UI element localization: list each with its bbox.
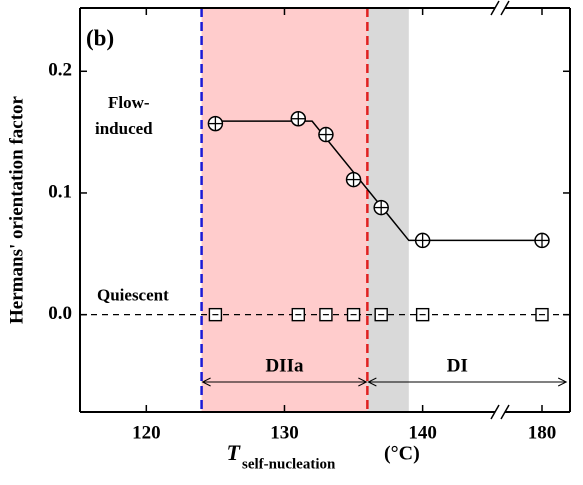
panel-label: (b): [86, 25, 114, 50]
x-tick-label: 180: [528, 422, 557, 443]
axis-break: [500, 0, 510, 16]
data-point: [534, 232, 550, 249]
x-tick-label: 120: [132, 422, 161, 443]
axis-break: [490, 0, 500, 16]
data-point: [535, 307, 549, 322]
y-tick-label: 0.1: [48, 181, 72, 202]
span-label: DIIa: [265, 355, 304, 376]
axis-break: [500, 404, 510, 420]
data-point: [374, 307, 388, 322]
y-tick-label: 0.2: [48, 60, 72, 81]
data-point: [291, 307, 305, 322]
span-label: DI: [447, 355, 468, 376]
data-point: [414, 232, 431, 249]
data-point: [319, 307, 333, 322]
arrow-head: [367, 377, 377, 387]
y-tick-label: 0.0: [48, 303, 72, 324]
x-axis-label: T: [227, 440, 242, 465]
x-axis-label-sub: self-nucleation: [242, 456, 336, 472]
series-label: Flow-: [108, 93, 150, 112]
arrow-head: [358, 377, 368, 387]
data-point: [346, 307, 361, 322]
x-tick-label: 140: [408, 422, 437, 443]
data-point: [207, 115, 224, 132]
data-point: [415, 307, 430, 322]
series-label: induced: [95, 119, 153, 138]
data-point: [318, 126, 334, 143]
x-axis-label-unit: (°C): [384, 443, 420, 465]
arrow-head: [557, 377, 568, 387]
x-tick-label: 130: [270, 422, 299, 443]
arrow-head: [201, 377, 211, 387]
axis-break: [490, 404, 500, 420]
data-point: [290, 110, 307, 127]
y-axis-label: Hermans' orientation factor: [6, 95, 27, 324]
data-point: [208, 307, 223, 322]
data-point: [373, 199, 389, 216]
region-band: [201, 8, 368, 412]
data-point: [345, 171, 362, 188]
series-label: Quiescent: [97, 286, 169, 305]
